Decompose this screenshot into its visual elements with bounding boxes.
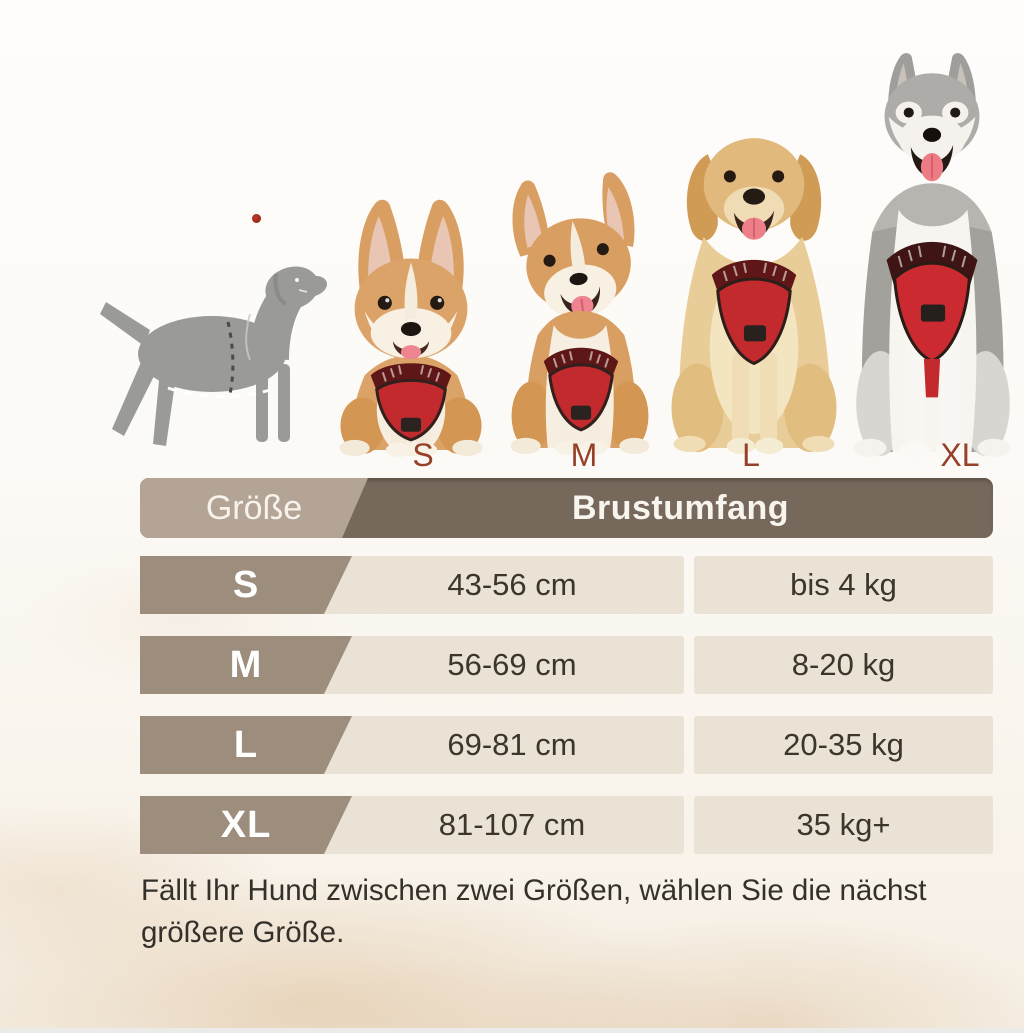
size-value: M (229, 643, 263, 686)
size-table-header-row: Größe Brustumfang (140, 478, 993, 538)
size-mark-l: L (742, 437, 760, 473)
bottom-edge-strip (0, 1028, 1024, 1033)
weight-value: 20-35 kg (783, 727, 904, 762)
dog-photo-corgi-puppy-size-s (339, 199, 483, 457)
table-row-xl: 81-107 cm 35 kg+ XL (140, 796, 993, 854)
header-chest-label: Brustumfang (571, 488, 790, 527)
chest-value: 56-69 cm (447, 647, 577, 682)
weight-cell: bis 4 kg (694, 556, 993, 614)
size-table: Größe Brustumfang 43-56 cm bis 4 kg S 56… (140, 478, 993, 854)
weight-cell: 20-35 kg (694, 716, 993, 774)
table-row-s: 43-56 cm bis 4 kg S (140, 556, 993, 614)
weight-value: 35 kg+ (796, 807, 891, 842)
weight-value: 8-20 kg (791, 647, 896, 682)
sizing-note: Fällt Ihr Hund zwischen zwei Größen, wäh… (141, 874, 927, 949)
dog-photo-corgi-size-m (510, 172, 650, 455)
header-size-label: Größe (205, 488, 303, 527)
dog-photo-golden-retriever-size-l (671, 138, 837, 454)
chest-value: 81-107 cm (438, 807, 586, 842)
chest-value: 43-56 cm (447, 567, 577, 602)
size-value: XL (220, 803, 272, 846)
size-value: L (233, 723, 259, 766)
table-row-l: 69-81 cm 20-35 kg L (140, 716, 993, 774)
table-row-m: 56-69 cm 8-20 kg M (140, 636, 993, 694)
size-cell: XL (140, 796, 352, 854)
weight-value: bis 4 kg (790, 567, 897, 602)
size-cell: M (140, 636, 352, 694)
weight-cell: 8-20 kg (694, 636, 993, 694)
size-cell: S (140, 556, 352, 614)
weight-cell: 35 kg+ (694, 796, 993, 854)
red-dot-marker (252, 214, 261, 223)
dog-photo-husky-size-xl (854, 53, 1010, 458)
size-cell: L (140, 716, 352, 774)
chest-value: 69-81 cm (447, 727, 577, 762)
dog-measurement-silhouette-icon (100, 266, 328, 446)
size-mark-m: M (570, 437, 598, 473)
size-mark-xl: XL (940, 437, 980, 473)
header-cell-size: Größe (140, 478, 368, 538)
header-cell-chest: Brustumfang (368, 478, 993, 538)
size-value: S (232, 563, 260, 606)
size-mark-s: S (412, 437, 434, 473)
